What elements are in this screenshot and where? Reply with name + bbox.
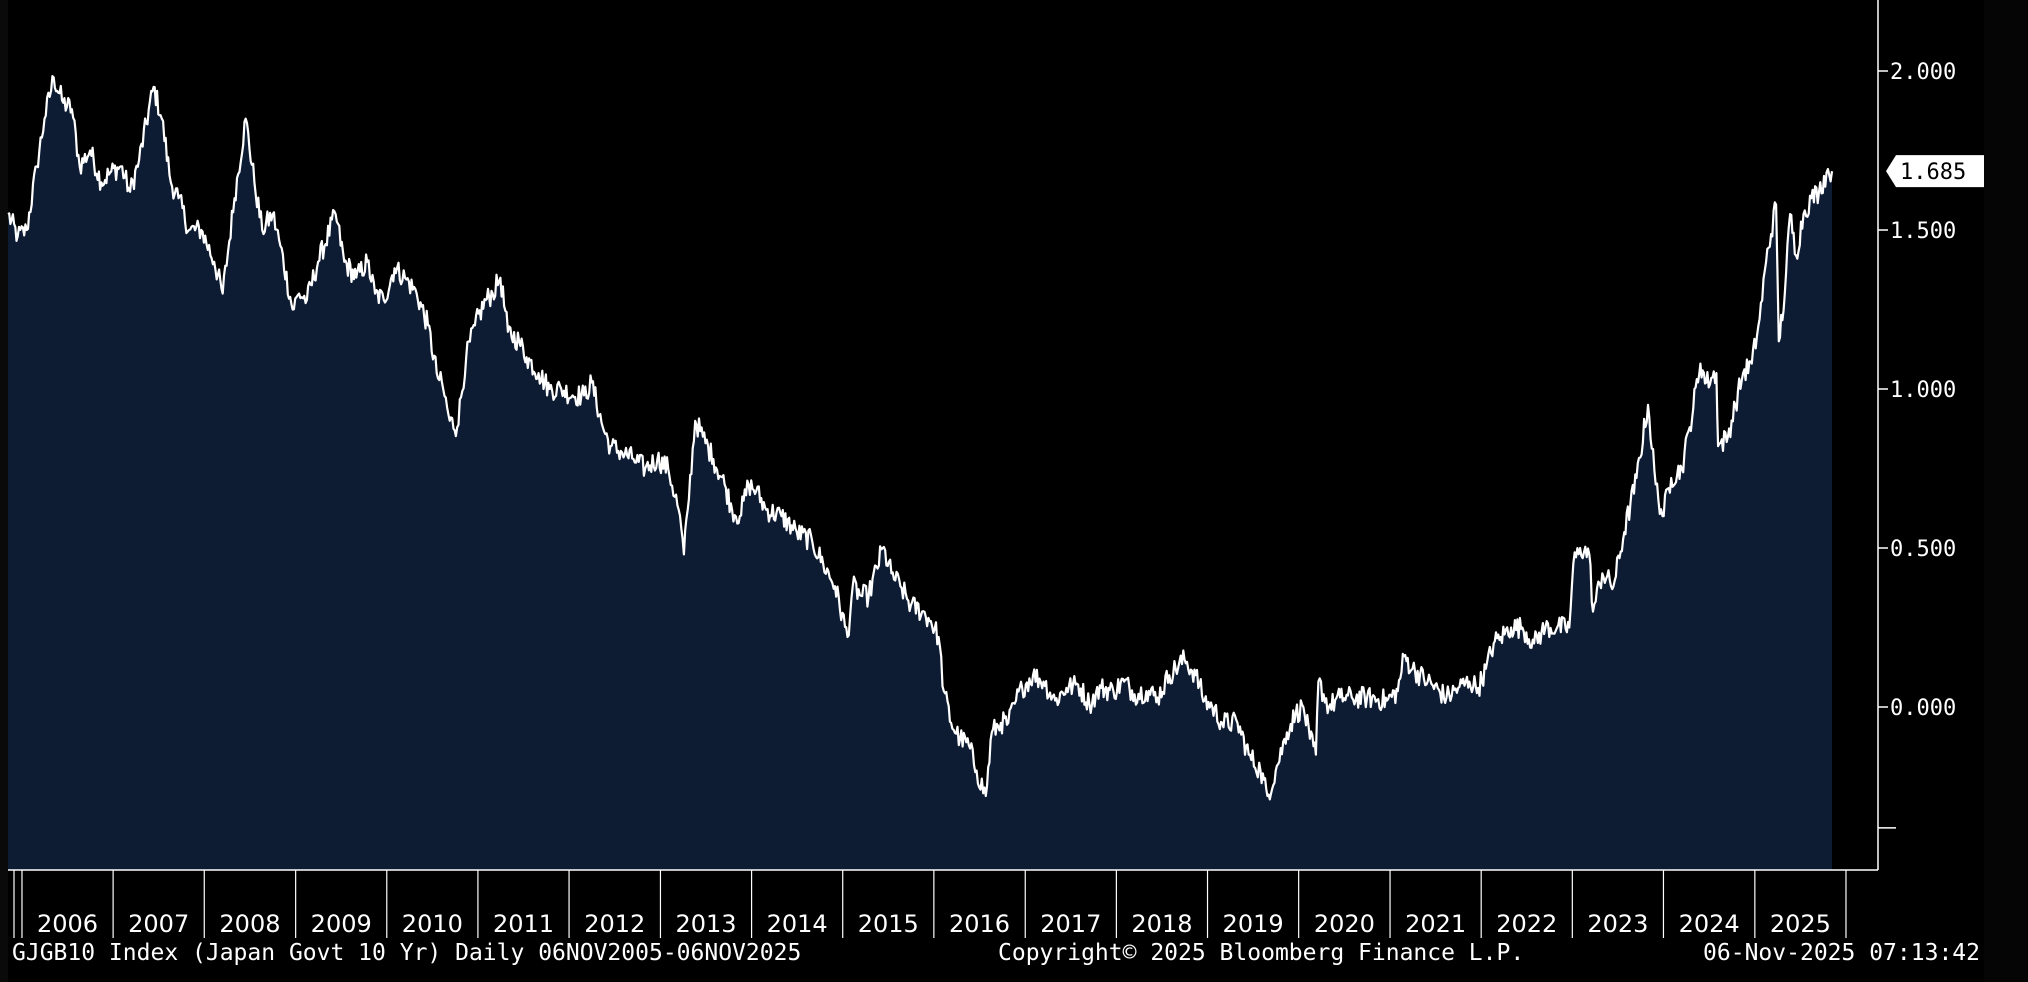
y-tick-label: 1.500 [1890, 219, 1956, 244]
footer-timestamp: 06-Nov-2025 07:13:42 [1703, 940, 1980, 966]
footer-series-description: GJGB10 Index (Japan Govt 10 Yr) Daily 06… [12, 940, 802, 966]
x-tick-label: 2013 [675, 910, 736, 938]
x-tick-label: 2023 [1587, 910, 1648, 938]
left-border [0, 0, 8, 982]
y-tick-label: 0.500 [1890, 537, 1956, 562]
x-tick-label: 2007 [128, 910, 189, 938]
last-value-box [1886, 155, 1984, 188]
x-tick-label: 2017 [1040, 910, 1101, 938]
x-tick-label: 2019 [1223, 910, 1284, 938]
y-tick-label: 0.000 [1890, 696, 1956, 721]
x-tick-label: 2022 [1496, 910, 1557, 938]
y-axis: 2.000 1.500 1.000 0.500 0.000 [1877, 0, 1956, 870]
x-tick-label: 2021 [1405, 910, 1466, 938]
last-value-marker: 1.685 [1886, 155, 1984, 188]
x-tick-label: 2024 [1679, 910, 1740, 938]
series-line [7, 75, 1834, 801]
x-tick-label: 2014 [767, 910, 828, 938]
x-tick-label: 2020 [1314, 910, 1375, 938]
x-tick-label: 2011 [493, 910, 554, 938]
x-tick-label: 2018 [1131, 910, 1192, 938]
x-tick-label: 2015 [858, 910, 919, 938]
x-tick-label: 2012 [584, 910, 645, 938]
x-tick-label: 2016 [949, 910, 1010, 938]
x-tick-label: 2006 [37, 910, 98, 938]
x-tick-label: 2008 [219, 910, 280, 938]
x-axis: 2006 2007 2008 2009 2010 2011 2012 2013 2014 2015… [8, 869, 1878, 938]
x-tick-label: 2025 [1770, 910, 1831, 938]
series-area-fill [8, 76, 1832, 871]
plot-area [8, 76, 1832, 871]
last-value-label: 1.685 [1900, 160, 1966, 185]
right-border [1984, 0, 2028, 982]
x-tick-label: 2009 [311, 910, 372, 938]
footer-copyright: Copyright© 2025 Bloomberg Finance L.P. [998, 940, 1525, 966]
y-tick-label: 2.000 [1890, 60, 1956, 85]
x-tick-label: 2010 [402, 910, 463, 938]
series-line-layer [7, 75, 1834, 801]
y-tick-label: 1.000 [1890, 378, 1956, 403]
